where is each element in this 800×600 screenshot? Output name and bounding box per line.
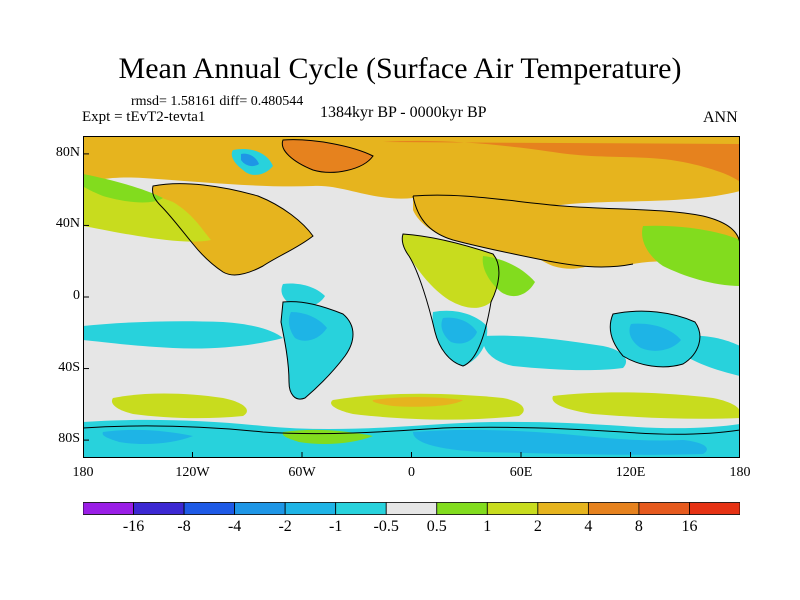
plot-title: Mean Annual Cycle (Surface Air Temperatu… (118, 52, 682, 85)
colorbar-label: -8 (177, 518, 191, 535)
coastlines (83, 139, 740, 435)
experiment-label: Expt = tEvT2-tevta1 (82, 109, 206, 125)
y-tick-label: 80N (55, 144, 80, 160)
colorbar-label: -16 (122, 518, 145, 535)
colorbar-box (486, 502, 539, 515)
y-tick-label: 80S (58, 431, 80, 447)
x-tick-label: 0 (408, 465, 415, 480)
coastline-north-america (152, 183, 314, 276)
colorbar-box (234, 502, 286, 515)
season-label: ANN (703, 109, 738, 126)
region-indian-ocean-south (482, 335, 627, 371)
region-siberia-warm (383, 140, 740, 182)
region-west-pacific-green (642, 225, 740, 286)
colorbar-box (587, 502, 640, 515)
region-tropical-east-pacific (83, 321, 283, 349)
region-southern-ocean-orange (372, 397, 463, 407)
region-south-pacific-blue (681, 335, 740, 376)
colorbar-label: -1 (329, 518, 343, 535)
region-north-america (152, 183, 313, 275)
coastline-greenland (281, 139, 374, 173)
region-antarctica-blue (413, 429, 707, 455)
colorbar-box (284, 502, 337, 515)
region-southern-ocean-band-3 (552, 392, 740, 419)
coastline-eurasia (412, 194, 740, 268)
x-tick-label: 120W (175, 465, 210, 480)
colorbar-label: 16 (681, 518, 698, 535)
map-fill-layer (83, 136, 740, 458)
y-tick-label: 40S (58, 359, 80, 375)
x-tick-label: 180 (729, 465, 751, 480)
x-tick-label: 180 (72, 465, 94, 480)
region-australia-core (629, 323, 681, 351)
colorbar-label: 4 (584, 518, 593, 535)
region-canada-blue (241, 153, 259, 167)
region-mideast-warm (523, 236, 603, 269)
temperature-map (83, 136, 740, 458)
colorbar-box (133, 502, 185, 515)
region-south-america-inner (288, 312, 327, 341)
colorbar-box (385, 502, 438, 515)
stats-label: rmsd= 1.58161 diff= 0.480544 (131, 94, 304, 109)
y-tick-label: 40N (55, 216, 80, 232)
colorbar-box (183, 502, 236, 515)
colorbar-label: 0.5 (426, 518, 447, 535)
coastline-africa (401, 233, 500, 367)
colorbar-label: -0.5 (373, 518, 399, 535)
colorbar-box (436, 502, 488, 515)
region-southern-ocean-band (111, 393, 247, 419)
colorbar-label: 2 (533, 518, 542, 535)
region-antarctica-west-blue (102, 429, 193, 444)
colorbar-label: 1 (483, 518, 492, 535)
map-ticks (83, 153, 740, 458)
colorbar-box (335, 502, 387, 515)
colorbar-label: 8 (634, 518, 643, 535)
colorbar-box (83, 502, 134, 515)
period-label: 1384kyr BP - 0000kyr BP (320, 104, 487, 121)
x-tick-label: 60E (509, 465, 533, 480)
coastline-antarctica (83, 425, 740, 435)
region-east-pacific-green (83, 174, 163, 203)
coastline-south-america (280, 301, 354, 400)
region-southern-africa-core (441, 317, 477, 344)
colorbar-label: -2 (278, 518, 292, 535)
coastline-australia (609, 310, 701, 368)
colorbar-box (537, 502, 589, 515)
x-tick-label: 60W (288, 465, 316, 480)
y-tick-label: 0 (73, 288, 80, 303)
region-north-africa (402, 234, 499, 308)
colorbar-box (689, 502, 740, 515)
region-arabia-green (482, 256, 535, 297)
colorbar (83, 502, 740, 515)
colorbar-label: -4 (227, 518, 242, 535)
x-tick-label: 120E (615, 465, 646, 480)
colorbar-box (638, 502, 690, 515)
